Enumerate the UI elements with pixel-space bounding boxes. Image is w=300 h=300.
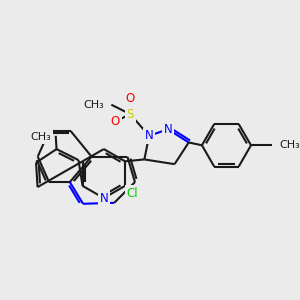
Text: CH₃: CH₃ — [30, 132, 51, 142]
Text: CH₃: CH₃ — [279, 140, 300, 150]
Text: S: S — [127, 108, 134, 121]
Text: Cl: Cl — [127, 187, 138, 200]
Text: CH₃: CH₃ — [83, 100, 104, 110]
Text: N: N — [145, 129, 154, 142]
Text: N: N — [99, 192, 108, 205]
Text: N: N — [164, 123, 172, 136]
Text: O: O — [110, 115, 120, 128]
Text: O: O — [126, 92, 135, 105]
